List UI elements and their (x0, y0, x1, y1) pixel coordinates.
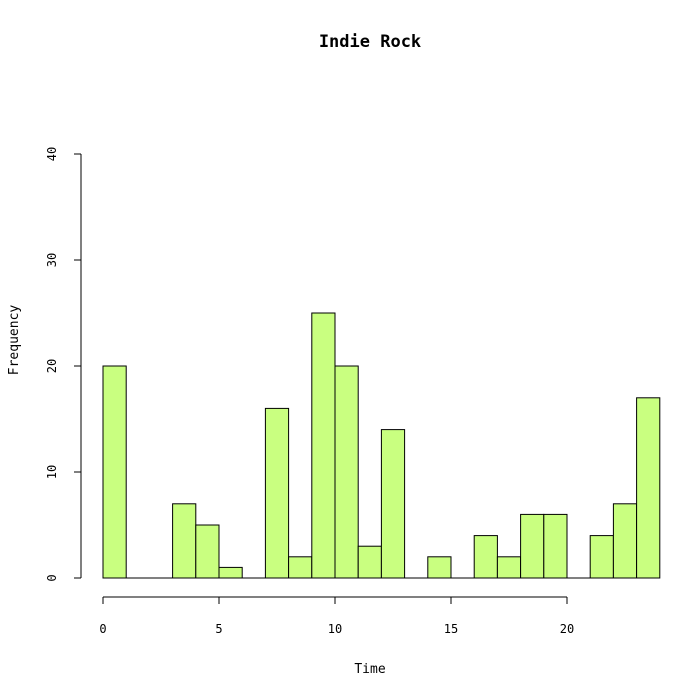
histogram-bar (172, 503, 197, 579)
bars-group (102, 312, 661, 579)
x-tick-label: 20 (560, 622, 574, 636)
histogram-bar (520, 513, 545, 579)
y-tick-label: 30 (45, 253, 59, 267)
x-axis-label: Time (354, 662, 385, 677)
y-tick-label: 10 (45, 465, 59, 479)
x-axis: 0 5 10 15 20 (99, 596, 574, 636)
histogram-bar (334, 365, 359, 579)
histogram-bar (543, 513, 568, 579)
y-tick-label: 20 (45, 359, 59, 373)
histogram-bar (380, 429, 406, 579)
histogram-bar (427, 556, 452, 579)
y-tick-label: 40 (45, 147, 59, 161)
y-axis-label: Frequency (7, 305, 22, 376)
y-axis: 0 10 20 30 40 (45, 147, 82, 582)
histogram-bar (102, 365, 127, 579)
y-tick-label: 0 (45, 574, 59, 581)
histogram-bar (357, 545, 382, 579)
histogram-bar (496, 556, 522, 579)
x-tick-label: 15 (444, 622, 458, 636)
chart-title: Indie Rock (319, 32, 421, 52)
histogram-bar (264, 407, 290, 579)
histogram-bar (218, 566, 243, 579)
histogram-bar (195, 524, 220, 579)
x-tick-label: 5 (215, 622, 222, 636)
x-tick-label: 0 (99, 622, 106, 636)
histogram-bar (612, 503, 638, 579)
histogram-bar (473, 535, 498, 579)
histogram-bar (288, 556, 313, 579)
histogram-bar (636, 397, 661, 579)
histogram-bar (311, 312, 336, 579)
histogram-bar (589, 535, 614, 579)
x-tick-label: 10 (328, 622, 342, 636)
